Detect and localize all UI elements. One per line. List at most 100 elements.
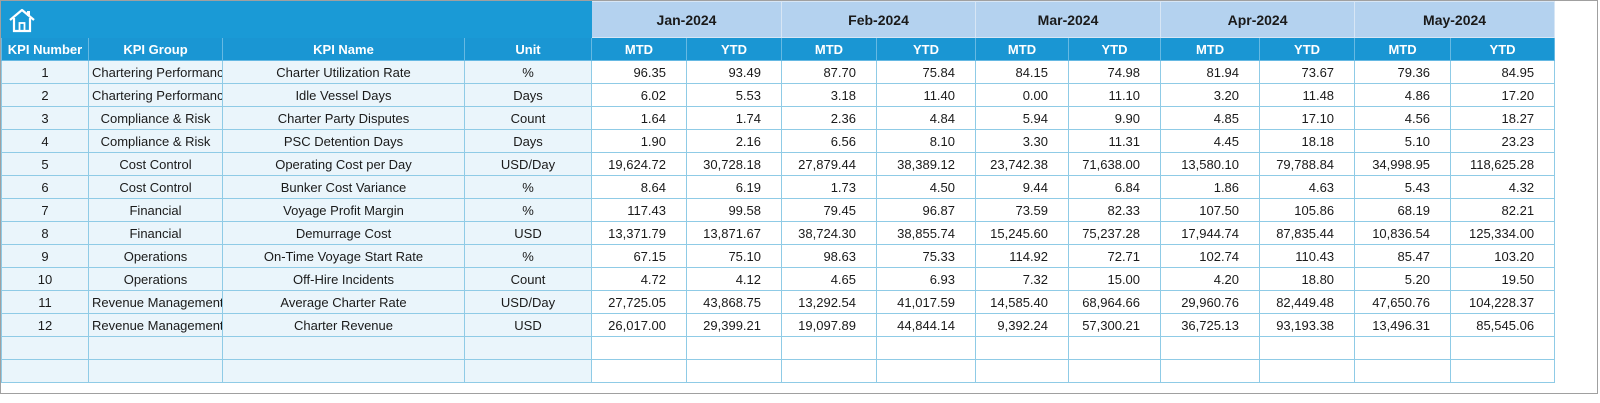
kpi-info-cell: Cost Control <box>88 152 223 176</box>
value-cell: 1.86 <box>1160 175 1261 199</box>
value-cell: 9,392.24 <box>975 313 1070 337</box>
value-cell: 9.44 <box>975 175 1070 199</box>
kpi-info-cell: % <box>464 175 592 199</box>
value-cell: 72.71 <box>1068 244 1162 268</box>
value-cell: 73.59 <box>975 198 1070 222</box>
value-cell: 102.74 <box>1160 244 1261 268</box>
kpi-info-cell: USD/Day <box>464 290 592 314</box>
value-cell: 2.16 <box>686 129 782 153</box>
value-cell: 11.10 <box>1068 83 1162 107</box>
kpi-info-cell: Count <box>464 267 592 291</box>
kpi-info-cell: Charter Party Disputes <box>222 106 465 130</box>
value-cell: 75.84 <box>875 60 977 84</box>
kpi-info-cell: 4 <box>1 129 89 153</box>
value-cell: 44,844.14 <box>875 313 977 337</box>
column-header: KPI Number <box>1 37 89 61</box>
empty-cell <box>1450 336 1556 360</box>
value-cell: 4.86 <box>1354 83 1452 107</box>
value-cell: 68,964.66 <box>1068 290 1162 314</box>
value-cell: 11.40 <box>875 83 977 107</box>
value-cell: 13,292.54 <box>781 290 877 314</box>
kpi-info-cell: 9 <box>1 244 89 268</box>
sub-header: YTD <box>686 37 782 61</box>
empty-cell <box>1160 336 1261 360</box>
month-header: Apr-2024 <box>1160 1 1356 38</box>
value-cell: 87.70 <box>781 60 877 84</box>
value-cell: 82.33 <box>1068 198 1162 222</box>
value-cell: 13,371.79 <box>591 221 687 245</box>
sheet: Jan-2024 Feb-2024 Mar-2024 Apr-2024 May-2024… <box>0 0 1598 394</box>
kpi-info-cell: On-Time Voyage Start Rate <box>222 244 465 268</box>
value-cell: 15,245.60 <box>975 221 1070 245</box>
kpi-info-cell: % <box>464 198 592 222</box>
home-icon[interactable] <box>7 7 37 33</box>
empty-cell <box>975 359 1070 383</box>
empty-cell <box>1450 359 1556 383</box>
kpi-info-cell: USD/Day <box>464 152 592 176</box>
kpi-info-cell: Revenue Management <box>88 313 223 337</box>
kpi-info-cell: Cost Control <box>88 175 223 199</box>
value-cell: 43,868.75 <box>686 290 782 314</box>
kpi-info-cell: 2 <box>1 83 89 107</box>
value-cell: 3.18 <box>781 83 877 107</box>
kpi-info-cell: Compliance & Risk <box>88 106 223 130</box>
value-cell: 93,193.38 <box>1259 313 1356 337</box>
kpi-info-cell: Idle Vessel Days <box>222 83 465 107</box>
value-cell: 5.94 <box>975 106 1070 130</box>
sub-header: YTD <box>1259 37 1356 61</box>
value-cell: 30,728.18 <box>686 152 782 176</box>
kpi-info-cell: 5 <box>1 152 89 176</box>
value-cell: 79,788.84 <box>1259 152 1356 176</box>
value-cell: 13,496.31 <box>1354 313 1452 337</box>
value-cell: 1.64 <box>591 106 687 130</box>
value-cell: 6.19 <box>686 175 782 199</box>
value-cell: 68.19 <box>1354 198 1452 222</box>
value-cell: 117.43 <box>591 198 687 222</box>
kpi-info-cell: 10 <box>1 267 89 291</box>
data-row: 7 Financial Voyage Profit Margin% 117.43 99.… <box>1 198 1556 222</box>
brand-cell <box>1 1 592 38</box>
empty-cell <box>1259 336 1356 360</box>
value-cell: 11.48 <box>1259 83 1356 107</box>
value-cell: 3.30 <box>975 129 1070 153</box>
sub-header: YTD <box>1068 37 1162 61</box>
empty-cell <box>1354 336 1452 360</box>
value-cell: 14,585.40 <box>975 290 1070 314</box>
kpi-info-cell: Chartering Performance <box>88 60 223 84</box>
sub-header: MTD <box>591 37 687 61</box>
value-cell: 75.33 <box>875 244 977 268</box>
table-body: Jan-2024 Feb-2024 Mar-2024 Apr-2024 May-2024… <box>1 1 1556 383</box>
value-cell: 8.64 <box>591 175 687 199</box>
kpi-table: Jan-2024 Feb-2024 Mar-2024 Apr-2024 May-2024… <box>1 1 1556 383</box>
column-header: KPI Group <box>88 37 223 61</box>
value-cell: 17,944.74 <box>1160 221 1261 245</box>
value-cell: 98.63 <box>781 244 877 268</box>
value-cell: 1.74 <box>686 106 782 130</box>
value-cell: 18.18 <box>1259 129 1356 153</box>
kpi-info-cell: 12 <box>1 313 89 337</box>
data-row: 11 Revenue Management Average Charter Rate… <box>1 290 1556 314</box>
sub-header: YTD <box>1450 37 1556 61</box>
kpi-info-cell: PSC Detention Days <box>222 129 465 153</box>
value-cell: 85.47 <box>1354 244 1452 268</box>
empty-cell <box>1068 336 1162 360</box>
empty-row <box>1 359 1556 383</box>
value-cell: 18.80 <box>1259 267 1356 291</box>
value-cell: 5.43 <box>1354 175 1452 199</box>
sub-header: MTD <box>1354 37 1452 61</box>
value-cell: 27,879.44 <box>781 152 877 176</box>
value-cell: 4.12 <box>686 267 782 291</box>
kpi-info-cell: Compliance & Risk <box>88 129 223 153</box>
empty-cell <box>464 336 592 360</box>
kpi-info-cell: 11 <box>1 290 89 314</box>
empty-cell <box>686 359 782 383</box>
value-cell: 87,835.44 <box>1259 221 1356 245</box>
kpi-info-cell: % <box>464 244 592 268</box>
month-header: May-2024 <box>1354 1 1556 38</box>
value-cell: 96.87 <box>875 198 977 222</box>
month-header: Mar-2024 <box>975 1 1162 38</box>
data-row: 9 Operations On-Time Voyage Start Rate% 67.… <box>1 244 1556 268</box>
month-header: Jan-2024 <box>591 1 782 38</box>
value-cell: 38,855.74 <box>875 221 977 245</box>
value-cell: 47,650.76 <box>1354 290 1452 314</box>
